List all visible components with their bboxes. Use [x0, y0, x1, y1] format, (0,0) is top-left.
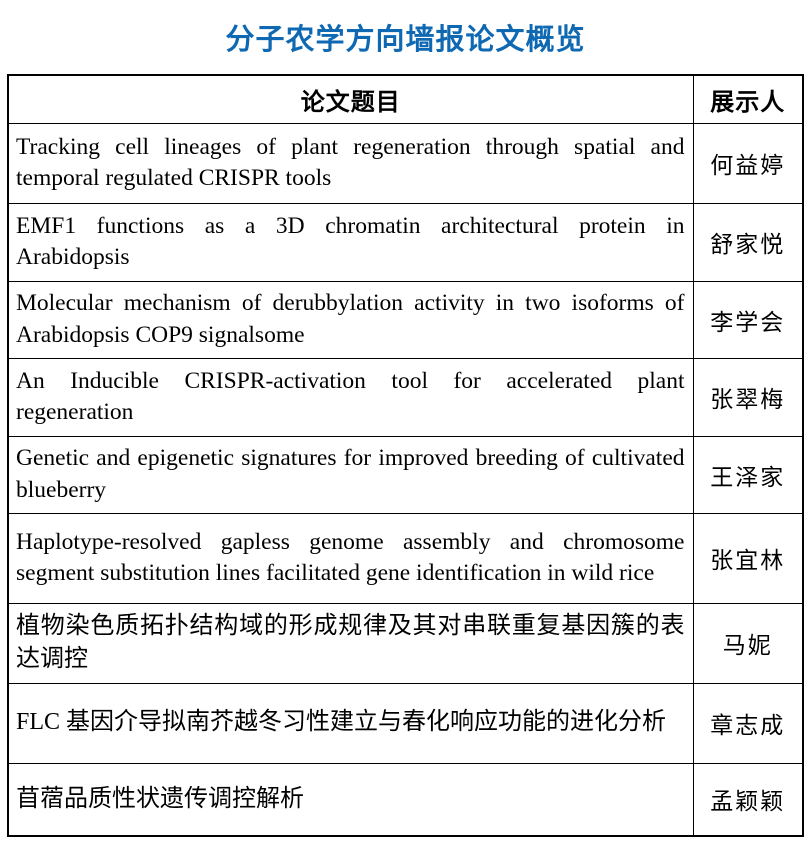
column-header-presenter: 展示人 [692, 74, 804, 124]
table-row: An Inducible CRISPR-activation tool for … [7, 357, 804, 437]
table-body: Tracking cell lineages of plant regenera… [7, 122, 804, 837]
paper-title-cell: 苜蓿品质性状遗传调控解析 [7, 762, 694, 837]
presenter-cell: 孟颖颖 [692, 762, 804, 837]
page-title: 分子农学方向墙报论文概览 [225, 24, 586, 56]
paper-title-cell: FLC 基因介导拟南芥越冬习性建立与春化响应功能的进化分析 [7, 682, 694, 764]
presenter-cell: 何益婷 [692, 122, 804, 204]
table-row: Tracking cell lineages of plant regenera… [7, 122, 804, 204]
paper-title-cell: Genetic and epigenetic signatures for im… [7, 435, 694, 514]
presenter-cell: 章志成 [692, 682, 804, 764]
paper-title-cell: An Inducible CRISPR-activation tool for … [7, 357, 694, 437]
table-row: Haplotype-resolved gapless genome assemb… [7, 512, 804, 604]
table-row: 植物染色质拓扑结构域的形成规律及其对串联重复基因簇的表达调控 马妮 [7, 602, 804, 684]
paper-title-cell: Molecular mechanism of derubbylation act… [7, 280, 694, 359]
header-row: 论文题目 展示人 [7, 74, 804, 124]
poster-table: 论文题目 展示人 Tracking cell lineages of plant… [7, 74, 804, 837]
table-row: FLC 基因介导拟南芥越冬习性建立与春化响应功能的进化分析 章志成 [7, 682, 804, 764]
paper-title-cell: EMF1 functions as a 3D chromatin archite… [7, 202, 694, 282]
presenter-cell: 舒家悦 [692, 202, 804, 282]
paper-title-cell: Tracking cell lineages of plant regenera… [7, 122, 694, 204]
presenter-cell: 马妮 [692, 602, 804, 684]
column-header-paper-title: 论文题目 [7, 74, 694, 124]
table-row: EMF1 functions as a 3D chromatin archite… [7, 202, 804, 282]
paper-title-cell: 植物染色质拓扑结构域的形成规律及其对串联重复基因簇的表达调控 [7, 602, 694, 684]
presenter-cell: 张翠梅 [692, 357, 804, 437]
presenter-cell: 王泽家 [692, 435, 804, 514]
presenter-cell: 李学会 [692, 280, 804, 359]
table-row: 苜蓿品质性状遗传调控解析 孟颖颖 [7, 762, 804, 837]
table-row: Molecular mechanism of derubbylation act… [7, 280, 804, 359]
table-row: Genetic and epigenetic signatures for im… [7, 435, 804, 514]
paper-title-cell: Haplotype-resolved gapless genome assemb… [7, 512, 694, 604]
presenter-cell: 张宜林 [692, 512, 804, 604]
